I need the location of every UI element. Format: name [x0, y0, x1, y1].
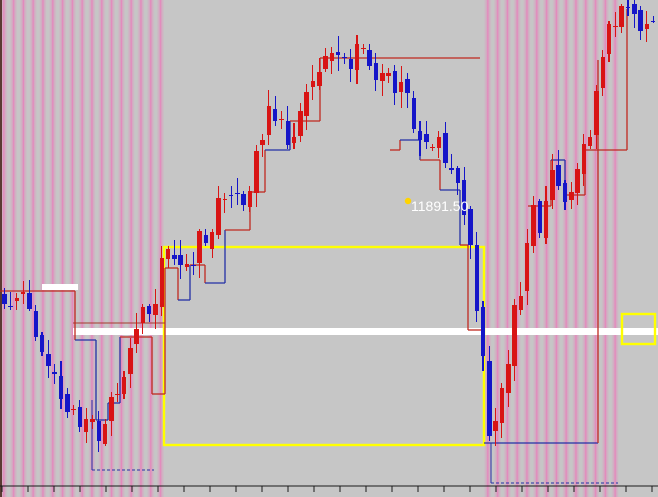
svg-text:11891.50: 11891.50 [411, 198, 469, 214]
